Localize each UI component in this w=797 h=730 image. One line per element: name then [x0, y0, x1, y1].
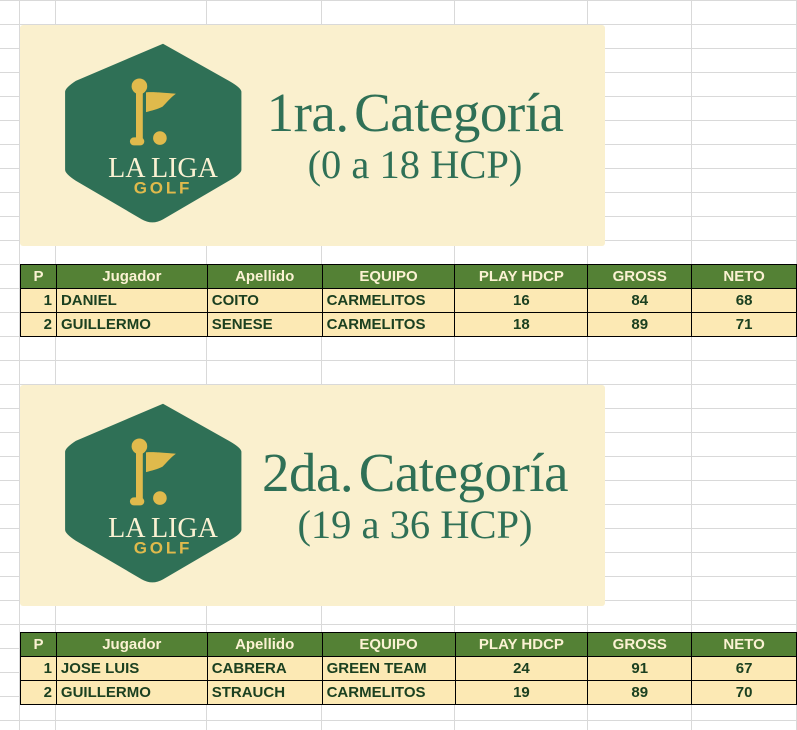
svg-text:GOLF: GOLF — [134, 179, 192, 198]
svg-text:GOLF: GOLF — [134, 539, 192, 558]
